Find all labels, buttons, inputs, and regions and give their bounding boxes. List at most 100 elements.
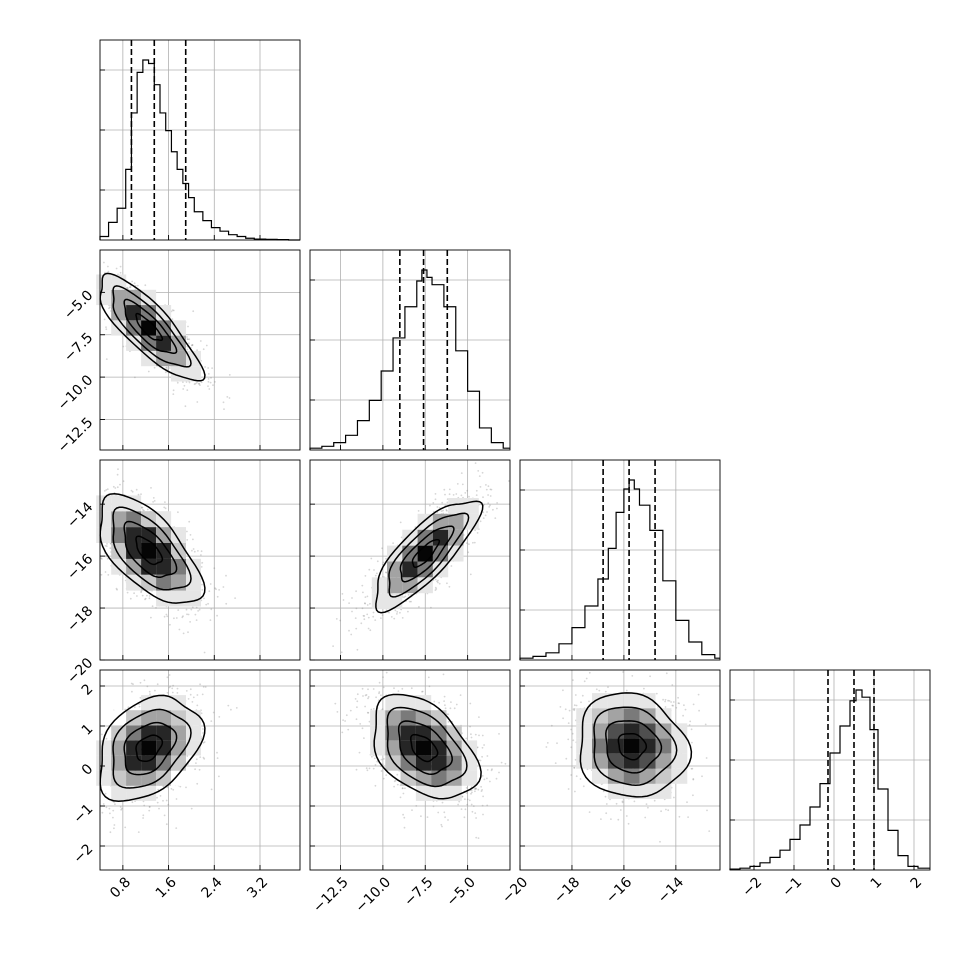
sample-point: [187, 338, 189, 341]
scatter-panel-0-1: [96, 249, 301, 451]
sample-point: [104, 544, 107, 547]
sample-point: [163, 615, 166, 618]
sample-point: [101, 558, 103, 560]
sample-point: [436, 580, 438, 583]
sample-point: [350, 633, 353, 636]
sample-point: [332, 645, 334, 647]
sample-point: [105, 737, 108, 740]
sample-point: [447, 819, 449, 821]
sample-point: [187, 631, 189, 634]
sample-point: [182, 632, 185, 635]
sample-point: [466, 542, 468, 544]
sample-point: [192, 310, 195, 313]
sample-point: [202, 348, 205, 351]
sample-point: [166, 366, 168, 369]
density-cell: [186, 574, 201, 591]
sample-point: [116, 473, 119, 476]
sample-point: [362, 591, 364, 594]
sample-point: [342, 599, 345, 601]
sample-point: [187, 325, 189, 328]
sample-point: [148, 809, 151, 812]
sample-point: [339, 619, 342, 622]
sample-point: [362, 695, 364, 697]
sample-point: [481, 746, 484, 749]
sample-point: [138, 705, 141, 708]
sample-point: [380, 694, 382, 697]
sample-point: [112, 809, 115, 812]
sample-point: [103, 318, 106, 321]
sample-point: [108, 307, 110, 310]
sample-point: [137, 831, 140, 833]
sample-point: [158, 807, 160, 810]
sample-point: [434, 493, 437, 495]
sample-point: [382, 676, 384, 679]
sample-point: [480, 790, 483, 792]
sample-point: [442, 509, 444, 512]
sample-point: [132, 683, 134, 686]
sample-point: [478, 734, 480, 737]
sample-point: [176, 692, 179, 694]
sample-point: [382, 561, 385, 564]
sample-point: [144, 597, 147, 600]
sample-point: [186, 539, 189, 541]
sample-point: [172, 389, 175, 392]
sample-point: [458, 800, 461, 803]
sample-point: [496, 502, 498, 504]
sample-point: [166, 676, 169, 679]
sample-point: [177, 511, 179, 514]
sample-point: [115, 267, 118, 270]
sample-point: [355, 768, 358, 771]
sample-point: [446, 501, 449, 504]
sample-point: [355, 590, 357, 593]
sample-point: [134, 376, 136, 379]
sample-point: [193, 550, 196, 553]
density-cell: [96, 274, 112, 290]
sample-point: [200, 550, 203, 553]
sample-point: [383, 758, 385, 760]
sample-point: [122, 345, 125, 348]
sample-point: [108, 807, 111, 810]
sample-point: [392, 542, 394, 544]
sample-point: [204, 686, 207, 688]
sample-point: [481, 734, 484, 737]
sample-point: [128, 286, 131, 289]
sample-point: [215, 588, 217, 591]
sample-point: [348, 602, 350, 604]
sample-point: [156, 801, 159, 804]
sample-point: [393, 617, 396, 620]
sample-point: [164, 501, 166, 503]
sample-point: [213, 567, 216, 570]
sample-point: [190, 807, 193, 810]
sample-point: [146, 508, 149, 511]
sample-point: [185, 381, 188, 383]
density-cell: [186, 725, 201, 741]
density-cell: [96, 755, 112, 771]
sample-point: [460, 472, 463, 474]
sample-point: [477, 837, 480, 839]
sample-point: [186, 613, 188, 616]
sample-point: [190, 344, 193, 347]
sample-point: [140, 591, 143, 594]
sample-point: [172, 684, 175, 687]
sample-point: [171, 318, 174, 320]
sample-point: [119, 483, 121, 486]
sample-point: [169, 623, 171, 626]
sample-point: [216, 757, 219, 759]
sample-point: [475, 494, 478, 496]
sample-point: [486, 777, 488, 780]
sample-point: [218, 589, 221, 591]
sample-point: [216, 595, 219, 598]
sample-point: [481, 471, 484, 474]
sample-point: [456, 483, 459, 485]
density-cell: [111, 289, 127, 306]
sample-point: [188, 342, 190, 345]
sample-point: [490, 488, 493, 491]
sample-point: [166, 368, 169, 371]
sample-point: [420, 815, 422, 818]
sample-point: [461, 483, 464, 486]
sample-point: [450, 701, 452, 703]
sample-point: [153, 500, 156, 502]
sample-point: [131, 690, 133, 693]
sample-point: [444, 704, 446, 707]
sample-point: [482, 517, 485, 519]
